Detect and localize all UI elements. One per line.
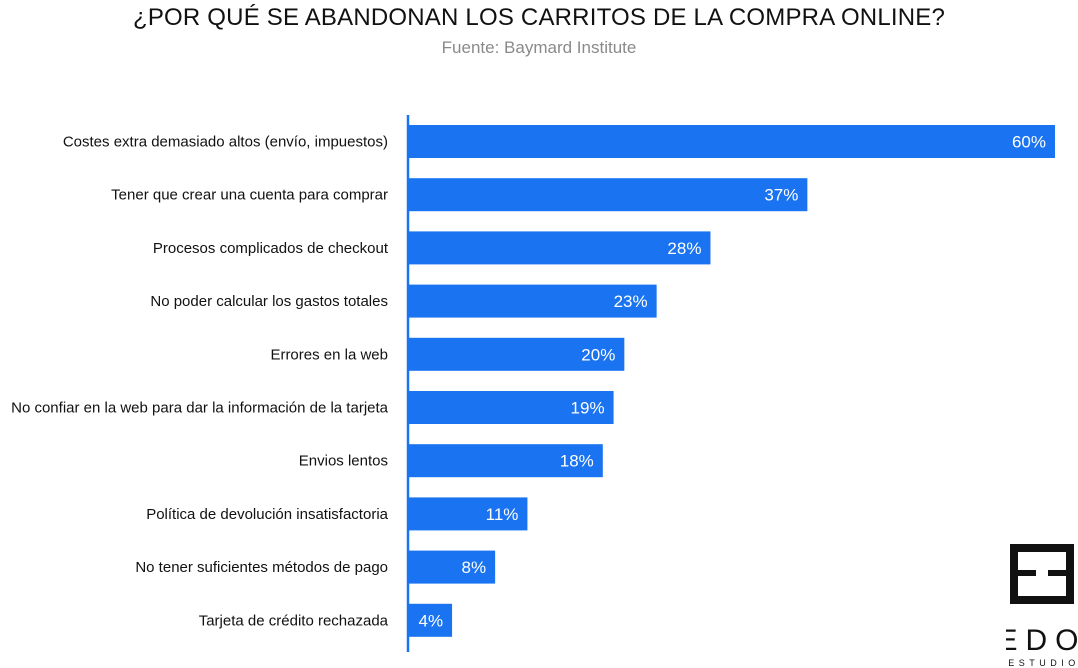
category-label: No poder calcular los gastos totales	[150, 293, 388, 310]
category-label: Tarjeta de crédito rechazada	[199, 612, 389, 629]
category-label: Tener que crear una cuenta para comprar	[111, 187, 388, 204]
category-label: No confiar en la web para dar la informa…	[11, 400, 389, 417]
bar	[409, 550, 496, 584]
bar	[409, 284, 657, 318]
chart-title: ¿POR QUÉ SE ABANDONAN LOS CARRITOS DE LA…	[132, 4, 946, 31]
category-label: Errores en la web	[270, 346, 388, 363]
logo-main-text: EDO	[1006, 624, 1078, 657]
category-label: No tener suficientes métodos de pago	[135, 559, 388, 576]
bar	[409, 444, 603, 478]
value-label: 60%	[1012, 133, 1046, 152]
value-label: 37%	[764, 186, 798, 205]
bar	[409, 231, 711, 265]
category-label: Política de devolución insatisfactoria	[146, 506, 388, 523]
bar	[409, 497, 528, 531]
logo-mark	[1010, 544, 1074, 604]
value-label: 18%	[560, 452, 594, 471]
logo-sub-text: ESTUDIO	[1008, 658, 1078, 668]
category-label: Envios lentos	[299, 453, 388, 470]
category-label: Costes extra demasiado altos (envío, imp…	[63, 134, 388, 151]
value-label: 20%	[581, 345, 615, 364]
chart-subtitle: Fuente: Baymard Institute	[441, 38, 637, 57]
bar	[409, 178, 808, 212]
bar	[409, 125, 1055, 158]
value-label: 19%	[571, 399, 605, 418]
bar	[409, 391, 614, 424]
bar	[409, 337, 625, 371]
value-label: 11%	[486, 505, 519, 524]
value-label: 28%	[667, 239, 701, 258]
bar	[409, 603, 453, 637]
value-label: 8%	[462, 558, 487, 577]
value-label: 23%	[614, 292, 648, 311]
category-label: Procesos complicados de checkout	[153, 240, 389, 257]
edo-estudio-logo: EDO ESTUDIO	[1006, 544, 1078, 668]
value-label: 4%	[418, 611, 443, 630]
